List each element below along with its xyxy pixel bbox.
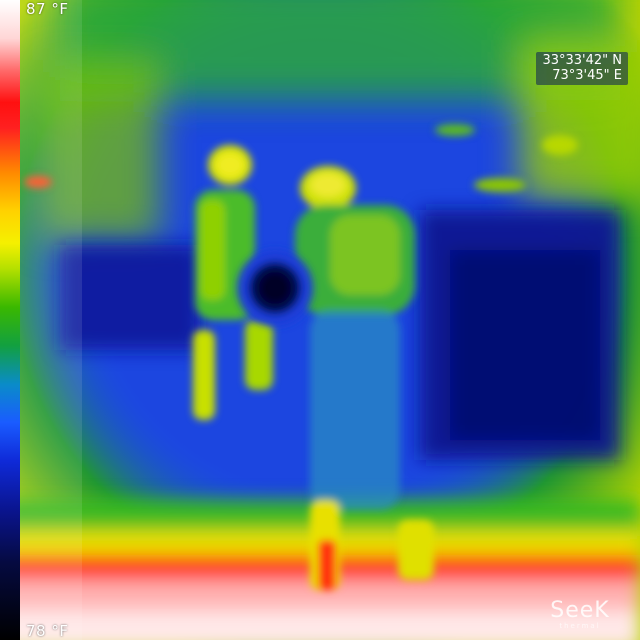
cold-object	[237, 250, 313, 326]
brand-subtitle: thermal	[559, 622, 601, 630]
brand-logo: SeeK thermal	[540, 600, 620, 631]
gps-longitude: 73°3'45" E	[552, 68, 622, 83]
brand-name: SeeK	[550, 598, 610, 623]
min-temperature-label: 78 °F	[26, 622, 69, 640]
warm-spots	[24, 124, 578, 192]
gps-latitude: 33°33'42" N	[542, 53, 622, 68]
right-person-heat-signature	[295, 166, 434, 590]
cold-window-panels	[60, 210, 620, 460]
gps-coordinates: 33°33'42" N 73°3'45" E	[536, 52, 628, 85]
temperature-scale-bar	[0, 0, 20, 640]
temperature-scale-shade	[20, 0, 82, 640]
max-temperature-label: 87 °F	[26, 0, 69, 18]
